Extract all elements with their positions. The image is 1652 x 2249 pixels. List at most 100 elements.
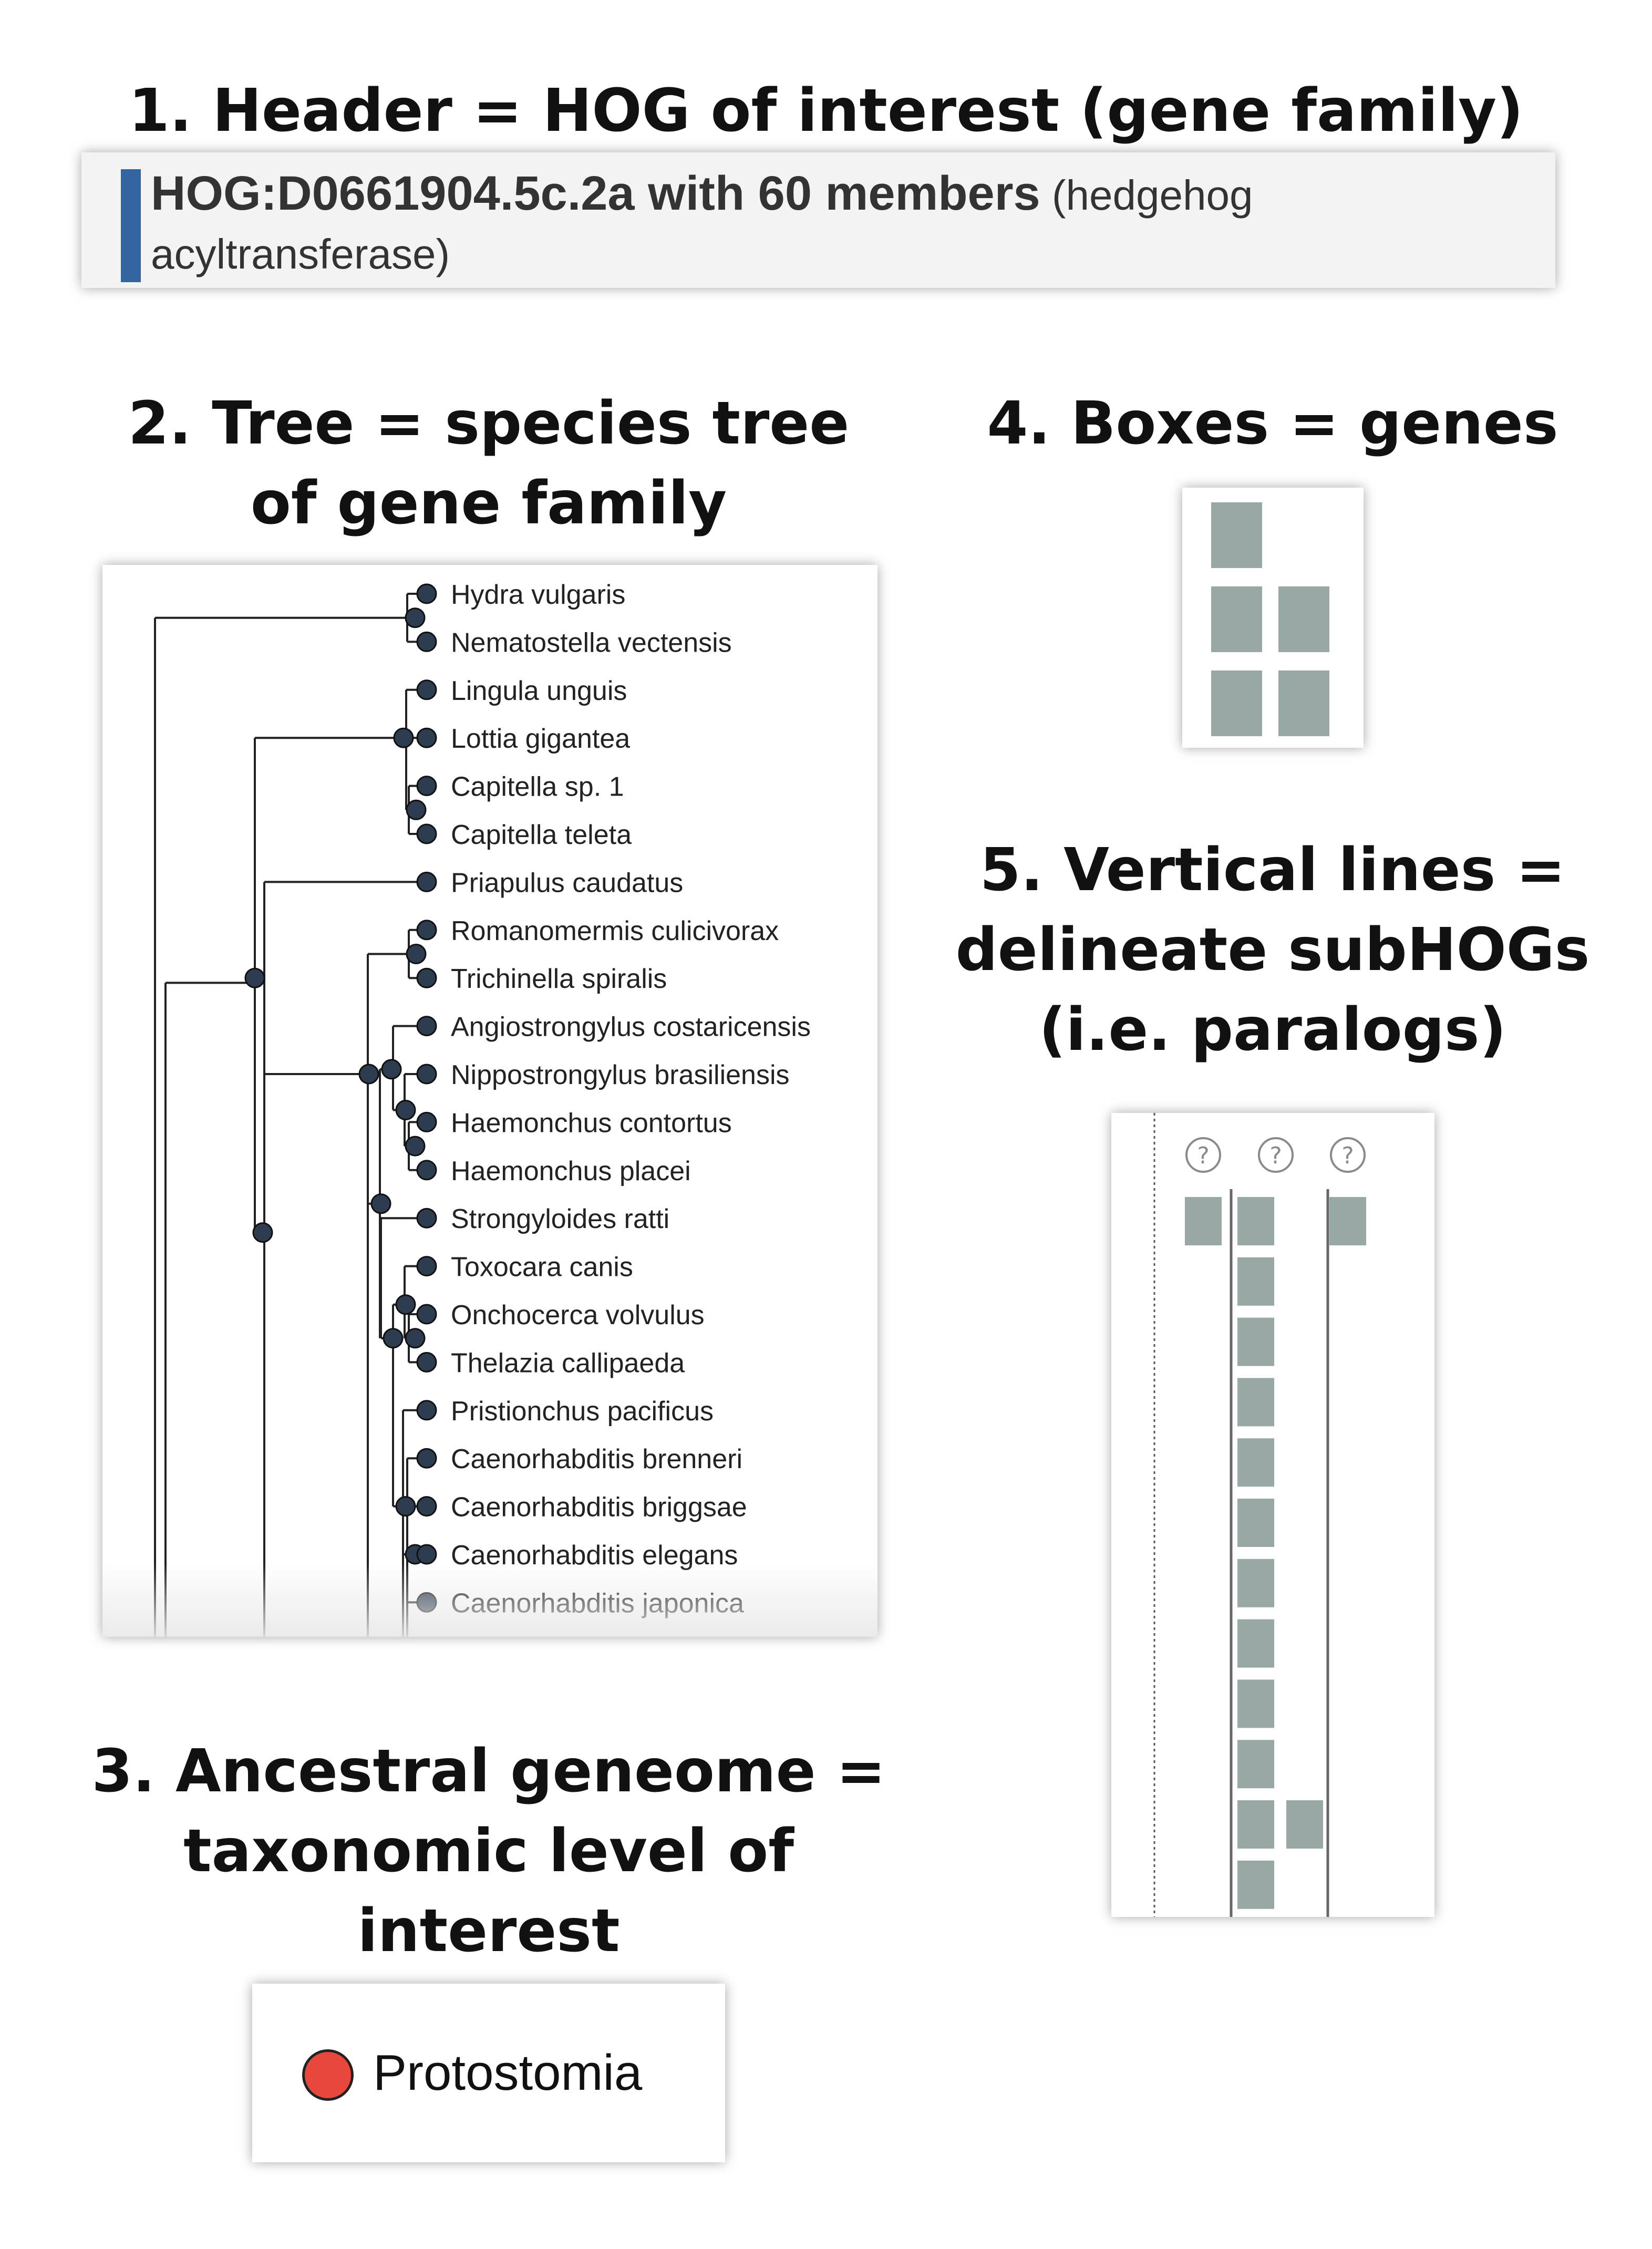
species-label-romanomermis-culicivorax[interactable]: Romanomermis culicivorax [451, 916, 779, 946]
vlines-title-line1: 5. Vertical lines = [979, 836, 1566, 904]
gene-box[interactable] [1286, 1800, 1323, 1849]
tree-node[interactable] [406, 944, 427, 964]
gene-box[interactable] [1237, 1740, 1274, 1789]
header-accent-bar [121, 169, 141, 282]
species-label-capitella-teleta[interactable]: Capitella teleta [451, 820, 632, 850]
gene-box[interactable] [1211, 670, 1262, 736]
species-label-haemonchus-placei[interactable]: Haemonchus placei [451, 1156, 691, 1187]
gene-box[interactable] [1237, 1317, 1274, 1366]
species-tree-panel: Hydra vulgaris Nematostella vectensis Ling… [102, 565, 877, 1637]
gene-box[interactable] [1278, 670, 1329, 736]
species-label-hydra-vulgaris[interactable]: Hydra vulgaris [451, 580, 625, 610]
leaf-node[interactable] [416, 1400, 437, 1421]
tree-node[interactable] [395, 1294, 416, 1315]
taxonomic-level-label[interactable]: Protostomia [373, 2045, 643, 2101]
leaf-node[interactable] [416, 776, 437, 797]
subhog-panel: ??? [1111, 1113, 1434, 1917]
gene-box[interactable] [1211, 586, 1262, 652]
leaf-node[interactable] [416, 727, 437, 748]
leaf-node[interactable] [416, 631, 437, 652]
leaf-node[interactable] [416, 920, 437, 941]
species-label-thelazia-callipaeda[interactable]: Thelazia callipaeda [451, 1348, 685, 1378]
help-icon-glyph: ? [1269, 1142, 1282, 1169]
species-label-caenorhabditis-japonica[interactable]: Caenorhabditis japonica [451, 1588, 744, 1618]
taxonomic-level-dot[interactable] [302, 2049, 354, 2101]
leaf-node[interactable] [416, 679, 437, 700]
species-label-haemonchus-contortus[interactable]: Haemonchus contortus [451, 1108, 732, 1138]
tree-node[interactable] [395, 1496, 416, 1517]
tree-node[interactable] [370, 1193, 391, 1214]
help-icon[interactable] [1258, 1137, 1294, 1173]
ancestral-title-line3: interest [357, 1897, 620, 1965]
tree-node[interactable] [395, 1100, 416, 1121]
gene-box[interactable] [1237, 1378, 1274, 1427]
species-label-lingula-unguis[interactable]: Lingula unguis [451, 676, 627, 706]
tree-node[interactable] [381, 1059, 402, 1080]
species-label-angiostrongylus-costaricensis[interactable]: Angiostrongylus costaricensis [451, 1012, 811, 1043]
gene-box[interactable] [1237, 1679, 1274, 1728]
leaf-node[interactable] [416, 1544, 437, 1565]
leaf-node[interactable] [416, 1352, 437, 1373]
tree-title-line2: of gene family [250, 469, 727, 538]
gene-box[interactable] [1237, 1860, 1274, 1909]
gene-box[interactable] [1211, 502, 1262, 568]
gene-box[interactable] [1237, 1619, 1274, 1668]
help-icon[interactable] [1330, 1137, 1366, 1173]
species-label-nippostrongylus-brasiliensis[interactable]: Nippostrongylus brasiliensis [451, 1060, 790, 1090]
leaf-node[interactable] [416, 1448, 437, 1469]
species-label-lottia-gigantea[interactable]: Lottia gigantea [451, 724, 630, 754]
leaf-node[interactable] [416, 1160, 437, 1181]
gene-box[interactable] [1237, 1559, 1274, 1607]
tree-node[interactable] [405, 1328, 426, 1349]
species-label-toxocara-canis[interactable]: Toxocara canis [451, 1252, 633, 1283]
gene-box[interactable] [1237, 1197, 1274, 1245]
species-label-trichinella-spiralis[interactable]: Trichinella spiralis [451, 964, 667, 994]
tree-node[interactable] [393, 727, 414, 748]
subhog-columns: ??? [1153, 1113, 1366, 1917]
tree-node[interactable] [405, 607, 426, 628]
leaf-node[interactable] [416, 1208, 437, 1229]
ancestral-genome-panel[interactable]: Protostomia [252, 1984, 725, 2162]
gene-box[interactable] [1185, 1197, 1222, 1245]
ancestral-title-line2: taxonomic level of [183, 1817, 794, 1885]
species-label-pristionchus-pacificus[interactable]: Pristionchus pacificus [451, 1396, 714, 1427]
leaf-node[interactable] [416, 1304, 437, 1325]
leaf-node[interactable] [416, 1016, 437, 1037]
vlines-title-line2: delineate subHOGs [955, 916, 1590, 984]
species-tree: Hydra vulgaris Nematostella vectensis Ling… [154, 580, 811, 1637]
leaf-node[interactable] [416, 583, 437, 604]
gene-box[interactable] [1329, 1197, 1366, 1245]
species-label-caenorhabditis-briggsae[interactable]: Caenorhabditis briggsae [451, 1492, 747, 1523]
leaf-node[interactable] [416, 1064, 437, 1085]
leaf-node[interactable] [416, 823, 437, 844]
species-label-caenorhabditis-brenneri[interactable]: Caenorhabditis brenneri [451, 1444, 742, 1474]
species-label-priapulus-caudatus[interactable]: Priapulus caudatus [451, 868, 683, 898]
leaf-node[interactable] [416, 871, 437, 892]
tree-node[interactable] [406, 799, 427, 820]
species-label-capitella-sp-1[interactable]: Capitella sp. 1 [451, 772, 624, 802]
tree-node[interactable] [405, 1136, 426, 1157]
gene-box[interactable] [1237, 1800, 1274, 1849]
species-label-caenorhabditis-elegans[interactable]: Caenorhabditis elegans [451, 1540, 738, 1571]
species-label-strongyloides-ratti[interactable]: Strongyloides ratti [451, 1204, 669, 1234]
tree-node[interactable] [244, 967, 265, 988]
gene-box[interactable] [1237, 1438, 1274, 1487]
tree-node[interactable] [358, 1064, 379, 1085]
leaf-node[interactable] [416, 1256, 437, 1277]
leaf-node[interactable] [416, 1111, 437, 1132]
boxes-title: 4. Boxes = genes [987, 389, 1558, 458]
species-label-nematostella-vectensis[interactable]: Nematostella vectensis [451, 627, 732, 658]
species-label-onchocerca-volvulus[interactable]: Onchocerca volvulus [451, 1300, 705, 1330]
tree-node[interactable] [383, 1328, 404, 1349]
leaf-node[interactable] [416, 1496, 437, 1517]
gene-box[interactable] [1278, 586, 1329, 652]
hog-header-panel: HOG:D0661904.5c.2a with 60 members (hedg… [81, 152, 1555, 288]
gene-box[interactable] [1237, 1499, 1274, 1547]
help-icon[interactable] [1185, 1137, 1221, 1173]
tree-node[interactable] [252, 1222, 273, 1243]
leaf-node[interactable] [416, 967, 437, 988]
gene-box[interactable] [1237, 1257, 1274, 1306]
leaf-node[interactable] [416, 1592, 437, 1613]
hog-id[interactable]: HOG:D0661904.5c.2a with 60 members [151, 167, 1040, 220]
